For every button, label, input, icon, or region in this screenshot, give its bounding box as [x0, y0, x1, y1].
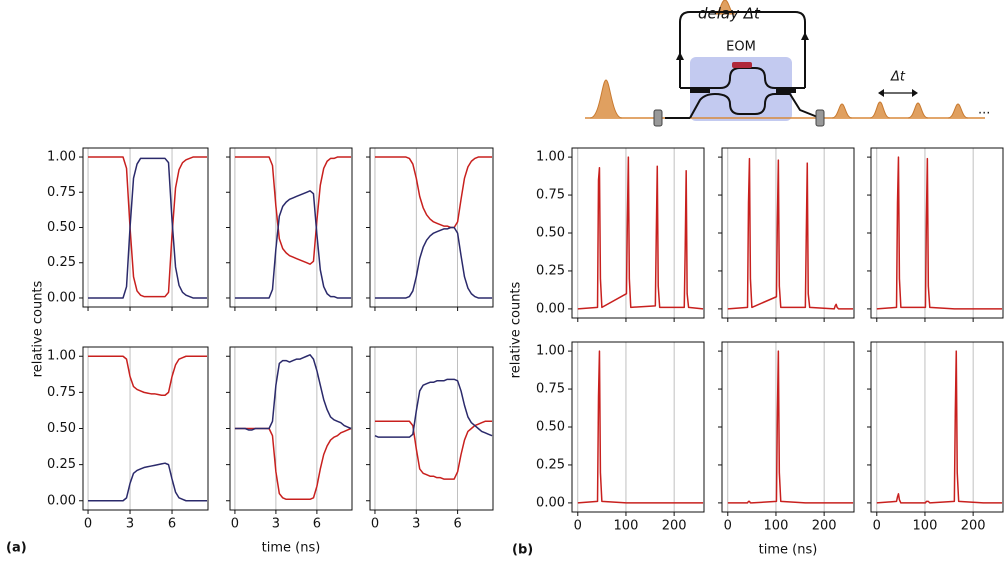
- series-line: [577, 156, 704, 310]
- axes-frame: [82, 147, 209, 308]
- fiber-connector: [815, 109, 825, 127]
- coupler: [776, 87, 796, 93]
- x-tick-label: 0: [873, 519, 881, 534]
- coupler: [690, 87, 710, 93]
- series-line: [374, 378, 493, 438]
- x-tick-label: 3: [272, 517, 280, 532]
- modulator-region: [690, 57, 792, 121]
- axes-frame: [571, 147, 705, 319]
- series-line: [234, 190, 352, 299]
- axes-frame: [229, 346, 353, 511]
- series-line: [876, 350, 1003, 504]
- setup-diagram: delay Δt EOM Δt ...: [585, 0, 990, 127]
- y-axis-label: relative counts: [509, 281, 524, 378]
- continuation: ...: [978, 103, 990, 118]
- y-tick-label: 0.00: [536, 495, 565, 510]
- x-tick-label: 200: [812, 519, 837, 534]
- eom-label: EOM: [726, 40, 756, 55]
- axes-frame: [870, 147, 1004, 319]
- axes-frame: [369, 346, 494, 511]
- panel-label: (a): [6, 541, 27, 556]
- series-line: [88, 355, 208, 397]
- axes-frame: [369, 147, 494, 308]
- x-axis-label: time (ns): [262, 541, 321, 556]
- series-line: [88, 157, 208, 299]
- spacing-label: Δt: [890, 70, 906, 85]
- x-tick-label: 6: [313, 517, 321, 532]
- y-tick-label: 1.00: [536, 150, 565, 165]
- series-line: [876, 156, 1003, 310]
- y-tick-label: 0.75: [47, 385, 76, 400]
- y-tick-label: 0.00: [47, 290, 76, 305]
- series-line: [727, 350, 854, 504]
- series-line: [374, 226, 493, 299]
- y-tick-label: 0.00: [47, 493, 76, 508]
- x-tick-label: 200: [662, 519, 687, 534]
- axes-frame: [229, 147, 353, 308]
- axes-frame: [870, 341, 1004, 513]
- input-pulse: [589, 79, 623, 119]
- axes-frame: [721, 341, 855, 513]
- y-tick-label: 0.50: [47, 421, 76, 436]
- series-line: [374, 156, 493, 229]
- x-tick-label: 0: [574, 519, 582, 534]
- waveguide-loop: [665, 11, 821, 119]
- series-line: [234, 156, 352, 265]
- x-tick-label: 6: [453, 517, 461, 532]
- y-tick-label: 1.00: [47, 150, 76, 165]
- y-tick-label: 0.50: [47, 220, 76, 235]
- x-tick-label: 3: [126, 517, 134, 532]
- series-line: [727, 157, 854, 310]
- x-tick-label: 0: [84, 517, 92, 532]
- x-tick-label: 3: [412, 517, 420, 532]
- y-tick-label: 0.50: [536, 420, 565, 435]
- y-tick-label: 0.25: [536, 457, 565, 472]
- y-tick-label: 0.25: [47, 255, 76, 270]
- y-tick-label: 0.25: [536, 263, 565, 278]
- x-tick-label: 0: [231, 517, 239, 532]
- x-tick-label: 0: [724, 519, 732, 534]
- series-line: [88, 156, 208, 298]
- x-tick-label: 0: [371, 517, 379, 532]
- x-tick-label: 200: [961, 519, 986, 534]
- axes-frame: [721, 147, 855, 319]
- x-tick-label: 6: [168, 517, 176, 532]
- y-tick-label: 1.00: [536, 344, 565, 359]
- panel-label: (b): [512, 543, 533, 558]
- axes-frame: [82, 346, 209, 511]
- x-tick-label: 100: [913, 519, 938, 534]
- series-line: [88, 462, 208, 502]
- x-tick-label: 100: [764, 519, 789, 534]
- y-tick-label: 0.75: [536, 382, 565, 397]
- y-tick-label: 0.00: [536, 301, 565, 316]
- y-tick-label: 1.00: [47, 349, 76, 364]
- axes-frame: [571, 341, 705, 513]
- series-line: [374, 420, 493, 480]
- y-tick-label: 0.25: [47, 457, 76, 472]
- series-line: [234, 354, 352, 431]
- series-line: [234, 427, 352, 501]
- output-pulses: [831, 101, 969, 119]
- y-tick-label: 0.50: [536, 226, 565, 241]
- y-axis-label: relative counts: [31, 280, 46, 377]
- x-tick-label: 100: [614, 519, 639, 534]
- y-tick-label: 0.75: [536, 188, 565, 203]
- series-line: [577, 350, 704, 504]
- delay-label: delay Δt: [698, 5, 761, 23]
- y-tick-label: 0.75: [47, 185, 76, 200]
- x-axis-label: time (ns): [759, 543, 818, 558]
- fiber-connector: [653, 109, 663, 127]
- eom-electrode: [732, 62, 752, 68]
